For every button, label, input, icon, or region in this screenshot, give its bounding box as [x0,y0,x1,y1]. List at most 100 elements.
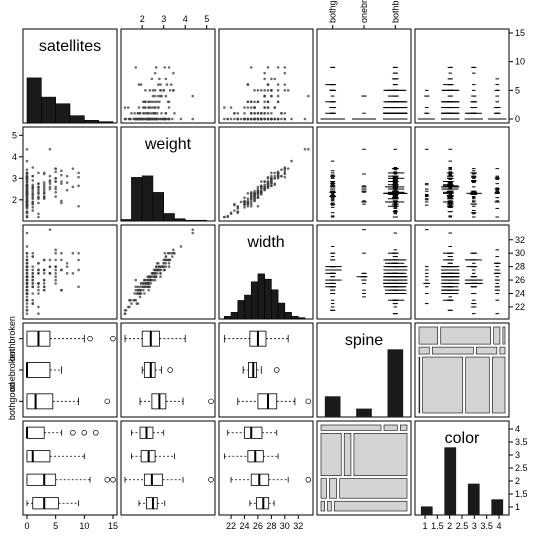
scatter-point-satellites-vs-weight [167,106,171,109]
scatter-point-weight-vs-satellites [54,170,57,174]
box-outlier-width-by-spine [274,367,280,373]
scatter-point-weight-vs-satellites [25,175,29,179]
scatter-point-width-vs-satellites [54,278,57,282]
scatter-point-satellites-vs-weight [137,83,141,86]
scatter-point-satellites-vs-width [283,89,287,92]
color-y-tick-label: 2.5 [515,463,528,473]
scatter-point-weight-vs-width [280,168,283,171]
scatter-point-satellites-vs-width [253,117,256,121]
scatter-point-weight-vs-satellites [54,195,57,198]
weight-hist-bar [120,219,132,222]
scatter-point-weight-vs-width [280,174,283,178]
scatter-point-width-vs-satellites [25,245,29,248]
scatter-point-weight-vs-satellites [31,179,35,182]
color-x-tick-label: 3.5 [480,521,493,531]
width-hist-bar [257,273,265,320]
scatter-point-weight-vs-width [233,202,236,206]
scatter-point-satellites-vs-width [233,111,236,115]
scatter-point-width-vs-satellites [37,288,40,292]
scatter-point-satellites-vs-weight [171,117,174,121]
scatter-point-weight-vs-width [286,167,290,170]
scatter-point-weight-vs-width [266,184,270,188]
scatter-point-width-vs-satellites [77,285,80,289]
box-iqr-satellites-by-spine [26,393,54,410]
scatter-point-width-vs-satellites [77,251,80,255]
weight-hist-bar [163,213,175,222]
scatter-point-weight-vs-satellites [54,180,57,183]
mosaic-spine-color-cell [499,346,506,355]
scatter-point-weight-vs-width [249,196,253,199]
weight-hist-bar [131,177,143,222]
scatter-point-satellites-vs-width [290,117,293,121]
scatter-point-satellites-vs-width [263,117,266,121]
scatter-point-satellites-vs-weight [132,117,135,121]
scatter-point-weight-vs-satellites [25,181,29,184]
scatter-point-weight-vs-satellites [25,193,29,196]
tick-layer: 0 5 10 15 22 24 26 28 30 32 1 1.5 2 2.5 3 3.5 42 3 4 523450… [7,0,528,531]
scatter-point-satellites-vs-weight [164,111,168,115]
scatter-point-width-vs-weight [154,265,158,268]
scatter-point-width-vs-weight [134,298,138,302]
mosaic-spine-color-cell [491,356,506,414]
scatter-point-satellites-vs-weight [160,111,163,115]
scatter-point-width-vs-weight [172,251,175,255]
box-outlier-satellites-by-color [93,430,99,436]
scatter-point-satellites-vs-width [263,89,266,92]
scatter-point-width-vs-weight [136,292,140,295]
scatter-point-satellites-vs-width [280,117,283,121]
scatter-point-satellites-vs-weight [143,111,146,115]
scatter-point-width-vs-satellites [54,268,57,272]
scatter-point-satellites-vs-weight [163,66,167,69]
scatter-point-satellites-vs-weight [144,106,147,109]
mosaic-spine-color-cell [422,356,464,414]
panel-frame-weight-color [414,126,510,222]
scatter-point-weight-vs-satellites [37,195,40,198]
scatter-point-width-vs-satellites [37,285,40,289]
scatter-point-satellites-vs-width [249,111,253,115]
mosaic-spine-color-cell [476,346,498,355]
scatter-point-satellites-vs-weight [157,106,160,109]
width-y-tick-label: 24 [515,289,525,299]
scatter-point-width-vs-satellites [65,272,69,275]
scatter-point-width-vs-satellites [25,231,29,235]
scatter-point-satellites-vs-width [249,106,253,109]
panel-frame-spine-weight [120,322,216,418]
scatter-point-width-vs-weight [151,275,155,279]
scatter-point-width-vs-satellites [25,261,29,265]
scatter-point-satellites-vs-width [283,71,287,75]
satellites-x-tick-label: 10 [79,521,89,531]
scatter-point-satellites-vs-weight [138,111,142,115]
scatter-point-width-vs-satellites [31,298,35,302]
spine-x-tick-label: bothgood [328,0,338,23]
scatter-point-weight-vs-width [236,207,240,210]
scatter-point-satellites-vs-width [226,117,230,121]
panel-frame-color-weight [120,420,216,516]
scatter-point-weight-vs-satellites [65,174,69,178]
scatter-point-satellites-vs-weight [169,83,173,86]
scatter-point-width-vs-weight [159,268,162,272]
scatter-point-width-vs-satellites [31,292,35,295]
width-y-tick-label: 28 [515,262,525,272]
scatter-point-weight-vs-satellites [42,183,46,187]
scatter-point-width-vs-weight [167,258,171,262]
scatter-point-width-vs-satellites [42,258,46,262]
scatter-point-weight-vs-satellites [25,147,29,151]
scatter-point-width-vs-weight [147,288,150,292]
scatter-point-width-vs-weight [147,282,150,285]
scatter-point-weight-vs-satellites [31,186,35,190]
scatter-point-satellites-vs-width [253,111,256,115]
scatter-point-satellites-vs-weight [126,106,130,109]
scatter-point-satellites-vs-width [276,89,280,92]
scatter-point-weight-vs-satellites [37,187,40,191]
scatter-point-weight-vs-width [276,171,280,175]
scatter-point-width-vs-weight [150,272,154,275]
scatter-point-width-vs-weight [153,278,157,282]
color-hist-bar [420,506,433,515]
mosaic-spine-color-cell [418,346,430,355]
scatter-point-width-vs-satellites [37,305,40,309]
width-y-tick-label: 22 [515,302,525,312]
scatter-point-satellites-vs-width [263,94,266,98]
color-hist-bar [491,499,504,515]
width-hist-bar [291,316,299,320]
scatter-point-satellites-vs-weight [153,100,157,104]
